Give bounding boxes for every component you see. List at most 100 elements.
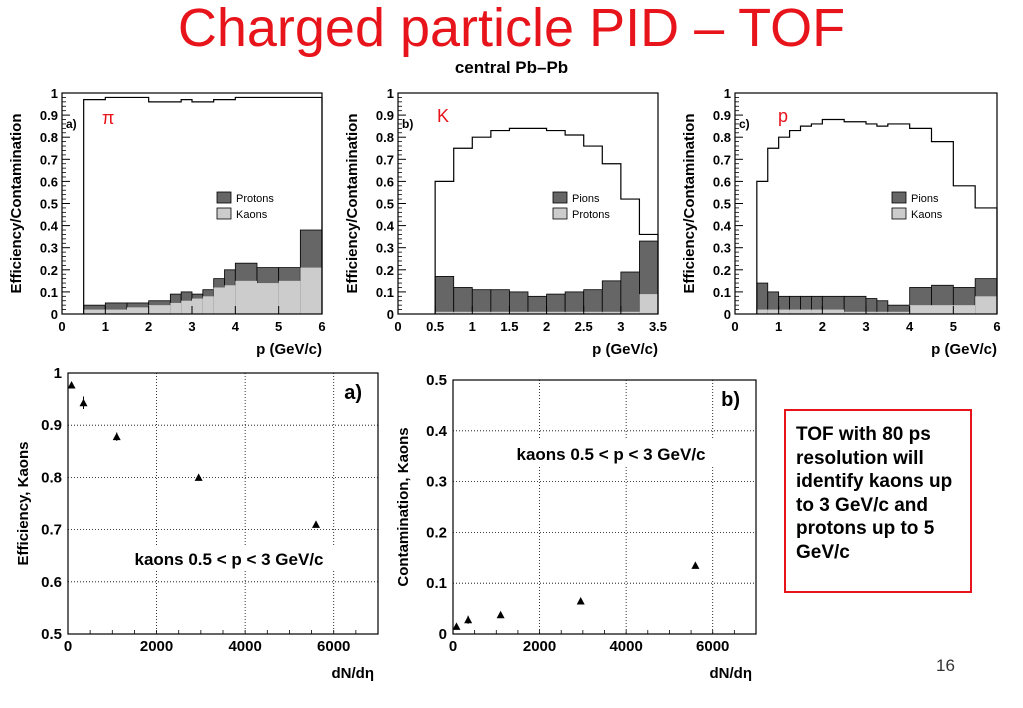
chart1-ytick-label: 0.2 [40, 263, 58, 278]
chart3-frame [734, 92, 998, 315]
chart2-bar-protons [583, 311, 603, 314]
chart1-bar-kaons [235, 280, 257, 314]
chart3-ytick-label: 0.9 [713, 108, 731, 123]
chart3-legend-swatch [891, 191, 907, 204]
chart1-efficiency-line [83, 96, 323, 314]
chart1-bar-kaons [257, 283, 279, 314]
chart2-ytick-label: 0.8 [376, 130, 394, 145]
chart1-ytick-label: 0.8 [40, 130, 58, 145]
chart3-ytick-label: 0.8 [713, 130, 731, 145]
chart5-xtick-label: 4000 [609, 638, 642, 655]
chart2-ytick-label: 0.1 [376, 285, 394, 300]
chart4-ytick-label: 1 [54, 365, 62, 382]
chart1-bar-kaons [278, 280, 301, 314]
chart2-xtick-label: 0 [394, 319, 401, 334]
chart1-panel-label: a) [66, 117, 77, 131]
chart2-bar-protons [620, 311, 640, 314]
chart1-xtick-label: 6 [318, 319, 325, 334]
chart2-ytick-label: 0 [387, 307, 394, 322]
chart5-xtick-label: 0 [449, 638, 457, 655]
chart3-ytick-label: 0.6 [713, 174, 731, 189]
chart3-bar-kaons [756, 309, 768, 314]
chart2-bar-protons [528, 311, 547, 314]
chart3-bar-kaons [800, 309, 812, 314]
chart3-legend-label: Kaons [911, 209, 943, 221]
chart1-bar-kaons [192, 298, 203, 314]
chart4-ytick-label: 0.6 [41, 574, 62, 591]
chart2-bar-pions [527, 295, 547, 315]
chart3-ytick-label: 1 [724, 86, 731, 101]
chart3-ytick-label: 0.3 [713, 241, 731, 256]
chart4-data-point [312, 520, 320, 528]
chart1-bar-kaons [181, 300, 192, 314]
chart1-xtick-label: 4 [232, 319, 240, 334]
chart3-bar-kaons [909, 305, 932, 314]
chart2-ytick-label: 0.4 [376, 219, 395, 234]
chart2-bar-protons [509, 311, 528, 314]
chart2-bar-pions [471, 289, 492, 315]
chart3-bar-kaons [866, 311, 877, 314]
chart5-ylabel: Contamination, Kaons [395, 427, 412, 586]
chart1-ylabel: Efficiency/Contamination [8, 113, 25, 293]
chart4-annotation: kaons 0.5 < p < 3 GeV/c [135, 550, 324, 569]
chart3-bar-kaons [887, 311, 910, 314]
chart2-xlabel: p (GeV/c) [592, 341, 658, 358]
chart3-bar-kaons [822, 309, 845, 314]
chart3-bar-kaons [844, 311, 866, 314]
chart2-ytick-label: 0.9 [376, 108, 394, 123]
chart5-ytick-label: 0.5 [426, 372, 447, 389]
chart5-annotation-box [477, 440, 745, 466]
chart1-ytick-label: 0 [51, 307, 58, 322]
chart3-xtick-label: 2 [819, 319, 826, 334]
page-number: 16 [936, 656, 955, 675]
chart2-xtick-label: 2 [543, 319, 550, 334]
chart2-bar-protons [639, 294, 658, 314]
chart2-bar-protons [565, 311, 584, 314]
chart2-bar-pions [434, 276, 455, 315]
chart5-xlabel: dN/dη [710, 665, 753, 682]
chart3-bar-kaons [931, 305, 954, 314]
chart2-particle-label: K [437, 106, 449, 126]
chart3-ytick-label: 0 [724, 307, 731, 322]
chart2-xtick-label: 1 [469, 319, 476, 334]
chart3-bar-kaons [975, 296, 997, 314]
chart2-legend-swatch [552, 191, 568, 204]
chart3-efficiency-line [756, 118, 998, 314]
callout-box: TOF with 80 ps resolution will identify … [784, 409, 972, 593]
chart1-xtick-label: 0 [58, 319, 65, 334]
chart3-legend-swatch [891, 207, 907, 220]
chart4-xtick-label: 4000 [228, 638, 261, 655]
chart2-bar-pions [546, 293, 566, 315]
chart5-ytick-label: 0 [439, 626, 447, 643]
chart3-ytick-label: 0.5 [713, 197, 731, 212]
chart1-bar-kaons [213, 287, 225, 314]
chart2-bar-protons [435, 311, 454, 314]
chart3-bar-kaons [789, 309, 801, 314]
chart4-ytick-label: 0.5 [41, 626, 62, 643]
chart5-xtick-label: 2000 [523, 638, 556, 655]
chart1-legend-label: Protons [236, 193, 274, 205]
chart2-bar-protons [546, 311, 566, 314]
chart2-legend-label: Pions [572, 193, 600, 205]
chart2-bar-pions [564, 291, 585, 315]
chart2-legend-label: Protons [572, 209, 610, 221]
chart4-xlabel: dN/dη [332, 665, 375, 682]
chart4-panel-label: a) [344, 382, 362, 404]
slide-title: Charged particle PID – TOF [177, 0, 846, 58]
chart4-ylabel: Efficiency, Kaons [15, 442, 32, 566]
chart3-bar-kaons [767, 309, 779, 314]
chart2-ytick-label: 0.7 [376, 152, 394, 167]
chart5-annotation: kaons 0.5 < p < 3 GeV/c [517, 445, 706, 464]
chart3-particle-label: p [778, 106, 788, 126]
chart1-bar-kaons [224, 285, 236, 314]
chart2-legend-swatch [552, 207, 568, 220]
chart1-ytick-label: 0.6 [40, 174, 58, 189]
chart4-xtick-label: 0 [64, 638, 72, 655]
chart1-particle-label: π [102, 108, 114, 128]
chart3-xtick-label: 0 [731, 319, 738, 334]
chart4-xtick-label: 6000 [317, 638, 350, 655]
chart2-ytick-label: 0.5 [376, 197, 394, 212]
chart2-bar-pions [453, 287, 473, 315]
chart2-xtick-label: 3.5 [649, 319, 667, 334]
chart1-ytick-label: 0.4 [40, 219, 59, 234]
